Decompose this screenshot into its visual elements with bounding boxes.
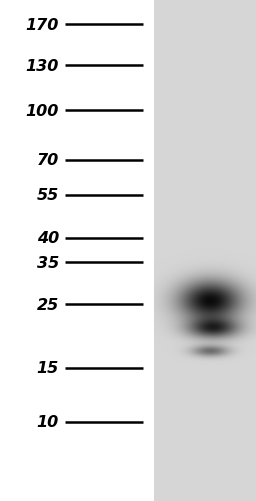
- Text: 70: 70: [37, 153, 59, 168]
- Text: 25: 25: [37, 297, 59, 312]
- Text: 35: 35: [37, 255, 59, 270]
- Text: 10: 10: [37, 414, 59, 429]
- Text: 55: 55: [37, 188, 59, 203]
- Text: 15: 15: [37, 361, 59, 376]
- Text: 40: 40: [37, 231, 59, 246]
- Text: 100: 100: [26, 104, 59, 119]
- Text: 130: 130: [26, 59, 59, 74]
- Text: 170: 170: [26, 18, 59, 33]
